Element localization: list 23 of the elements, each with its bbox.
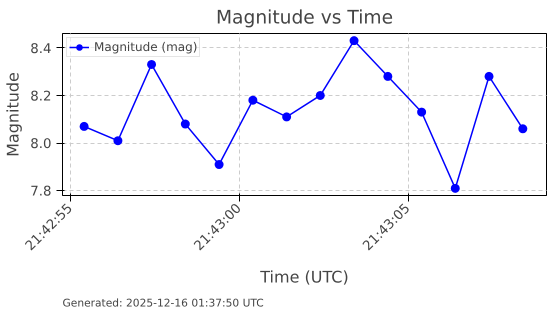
point bbox=[484, 72, 494, 81]
point bbox=[316, 90, 325, 100]
y-axis-title: Magnitude bbox=[3, 72, 22, 157]
point bbox=[113, 136, 122, 146]
y-tick-label: 7.8 bbox=[30, 184, 52, 200]
point bbox=[80, 122, 89, 131]
point bbox=[450, 184, 460, 193]
y-tick-label: 8.0 bbox=[30, 137, 52, 152]
point bbox=[350, 36, 359, 46]
legend-label: Magnitude (mag) bbox=[94, 40, 198, 54]
point bbox=[383, 72, 392, 81]
y-tick-label: 8.4 bbox=[30, 42, 52, 57]
x-axis-title: Time (UTC) bbox=[259, 267, 349, 286]
point bbox=[282, 112, 292, 122]
y-tick-label: 8.2 bbox=[30, 89, 52, 104]
text: Generated: 2025-12-16 01:37:50 UTC bbox=[62, 296, 264, 310]
chart-title: Magnitude vs Time bbox=[216, 8, 394, 28]
point bbox=[214, 160, 224, 170]
point bbox=[518, 124, 528, 134]
point bbox=[147, 60, 156, 69]
point bbox=[248, 96, 258, 105]
point bbox=[417, 108, 426, 117]
point bbox=[180, 120, 190, 129]
